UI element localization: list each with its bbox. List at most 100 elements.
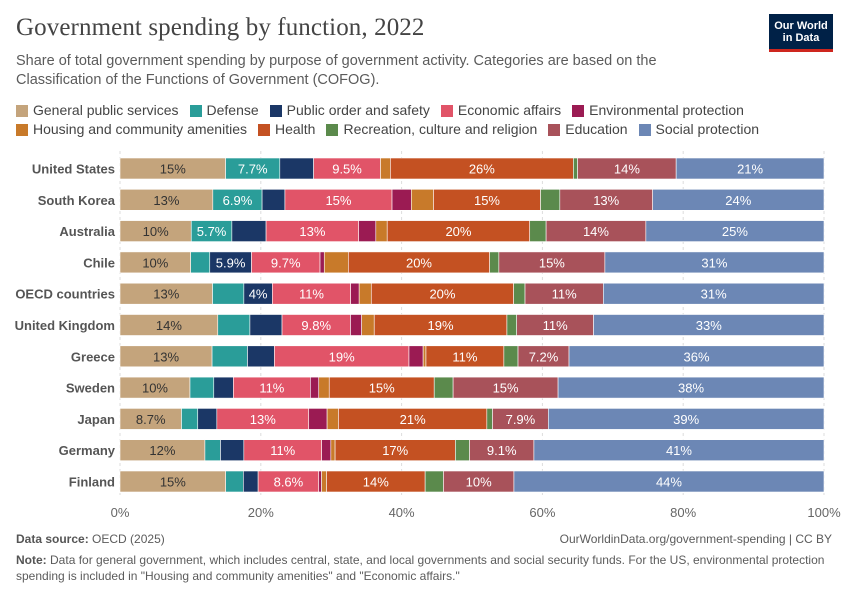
legend-item[interactable]: Housing and community amenities <box>16 120 247 139</box>
data-label: 19% <box>428 318 454 333</box>
data-label: 8.6% <box>274 475 304 490</box>
bar-segment <box>261 188 286 211</box>
bar-segment <box>391 188 412 211</box>
chart-subtitle: Share of total government spending by pu… <box>16 53 657 88</box>
bar-segment <box>358 282 372 305</box>
category-label: Chile <box>83 255 115 270</box>
legend-item[interactable]: Economic affairs <box>440 101 561 120</box>
data-label: 19% <box>329 349 355 364</box>
data-label: 41% <box>666 443 692 458</box>
legend-item[interactable]: Education <box>548 120 628 139</box>
bar-segment <box>190 251 211 274</box>
note-text: Data for general government, which inclu… <box>16 553 825 583</box>
chart-legend: General public services Defense Public ord… <box>16 101 836 139</box>
bar-segment <box>308 408 328 430</box>
bar-segment <box>321 439 332 462</box>
data-label: 8.7% <box>136 412 166 427</box>
data-label: 4% <box>249 287 268 302</box>
legend-label: Recreation, culture and religion <box>343 121 538 137</box>
bar-segment <box>533 439 825 462</box>
data-label: 9.8% <box>301 318 331 333</box>
data-label: 9.1% <box>487 443 517 458</box>
data-label: 26% <box>469 162 495 177</box>
footer-note: Note: Data for general government, which… <box>16 552 836 584</box>
data-label: 44% <box>656 475 682 490</box>
data-label: 7.2% <box>529 349 559 364</box>
bar-segment <box>568 345 825 368</box>
bar-segment <box>548 408 825 430</box>
bar-segment <box>350 314 362 336</box>
bar-segment <box>375 220 388 242</box>
data-label: 11% <box>299 287 324 302</box>
bar-segment <box>424 470 444 493</box>
bar-segment <box>310 376 320 399</box>
x-tick-label: 20% <box>248 505 274 520</box>
data-label: 21% <box>737 162 763 177</box>
bar-segment <box>211 345 248 368</box>
bar-segment <box>433 376 454 399</box>
data-label: 12% <box>149 443 175 458</box>
data-label: 7.7% <box>238 162 268 177</box>
bar-segment <box>318 376 330 399</box>
category-label: Japan <box>77 412 115 427</box>
legend-item[interactable]: Public order and safety <box>269 101 430 120</box>
category-label: Australia <box>59 224 115 239</box>
data-label: 13% <box>153 193 179 208</box>
category-label: Germany <box>59 443 116 458</box>
bar-segment <box>455 439 470 462</box>
bar-segment <box>557 376 825 399</box>
legend-item[interactable]: Defense <box>189 101 259 120</box>
bar-segment <box>358 220 377 242</box>
data-label: 36% <box>683 349 709 364</box>
bar-segment <box>231 220 267 242</box>
bar-segment <box>247 345 275 368</box>
legend-item[interactable]: General public services <box>16 101 179 120</box>
data-label: 13% <box>593 193 619 208</box>
bar-segment <box>675 157 825 180</box>
bar-segment <box>506 314 517 336</box>
legend-label: Environmental protection <box>589 102 744 118</box>
data-label: 11% <box>270 443 295 458</box>
legend-swatch <box>16 123 28 136</box>
bar-segment <box>220 439 245 462</box>
data-label: 15% <box>474 193 500 208</box>
bar-segment <box>225 470 244 493</box>
bar-segment <box>645 220 825 242</box>
data-label: 31% <box>701 255 727 270</box>
owid-logo[interactable]: Our World in Data <box>769 14 833 52</box>
bar-segment <box>380 157 391 180</box>
data-label: 21% <box>400 412 426 427</box>
bar-segment <box>529 220 547 242</box>
legend-swatch <box>638 123 651 136</box>
legend-swatch <box>189 104 202 117</box>
x-tick-label: 40% <box>389 505 415 520</box>
data-label: 15% <box>160 162 186 177</box>
data-label: 20% <box>406 255 432 270</box>
bar-segment <box>243 470 259 493</box>
bar-segment <box>489 251 500 274</box>
data-label: 31% <box>701 287 727 302</box>
x-tick-label: 0% <box>111 505 130 520</box>
data-label: 15% <box>369 381 395 396</box>
data-label: 11% <box>552 287 577 302</box>
legend-item[interactable]: Social protection <box>638 120 759 139</box>
legend-swatch <box>440 104 453 117</box>
legend-label: Health <box>275 121 316 137</box>
data-label: 11% <box>543 318 568 333</box>
bar-segment <box>513 470 825 493</box>
category-label: United States <box>32 162 115 177</box>
footer-url[interactable]: OurWorldinData.org/government-spending |… <box>559 532 832 546</box>
legend-item[interactable]: Environmental protection <box>572 101 744 120</box>
source-value[interactable]: OECD (2025) <box>92 532 165 546</box>
category-label: South Korea <box>38 193 116 208</box>
data-label: 10% <box>466 475 492 490</box>
data-label: 17% <box>382 443 408 458</box>
bar-segment <box>604 251 825 274</box>
data-label: 20% <box>429 287 455 302</box>
legend-swatch <box>326 123 339 136</box>
legend-swatch <box>16 104 28 117</box>
legend-item[interactable]: Recreation, culture and religion <box>326 120 537 139</box>
legend-label: Education <box>565 121 628 137</box>
legend-item[interactable]: Health <box>258 120 315 139</box>
legend-row: Housing and community amenities Health Rec… <box>16 120 836 139</box>
